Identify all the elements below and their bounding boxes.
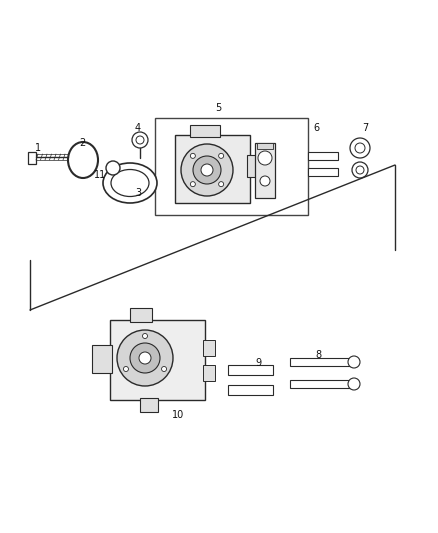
Text: 4: 4: [135, 123, 141, 133]
Bar: [228, 365, 273, 375]
Text: 1: 1: [35, 143, 41, 153]
Bar: [308, 168, 338, 176]
Bar: [140, 398, 158, 412]
Circle shape: [219, 182, 224, 187]
Bar: [190, 125, 220, 137]
Bar: [290, 380, 350, 388]
Bar: [203, 340, 215, 356]
Circle shape: [106, 161, 120, 175]
Bar: [130, 308, 152, 322]
Bar: [257, 143, 273, 149]
Text: 7: 7: [362, 123, 368, 133]
Circle shape: [181, 144, 233, 196]
Circle shape: [355, 143, 365, 153]
Circle shape: [162, 367, 166, 372]
Bar: [175, 135, 250, 203]
Circle shape: [117, 330, 173, 386]
Text: 2: 2: [79, 138, 85, 148]
Bar: [308, 152, 338, 160]
Bar: [255, 143, 275, 198]
Circle shape: [191, 182, 195, 187]
Bar: [28, 152, 36, 164]
Circle shape: [350, 138, 370, 158]
Circle shape: [356, 166, 364, 174]
Bar: [155, 118, 308, 215]
Circle shape: [191, 154, 195, 158]
Circle shape: [260, 176, 270, 186]
Circle shape: [219, 154, 224, 158]
Circle shape: [352, 162, 368, 178]
Circle shape: [124, 367, 128, 372]
Bar: [203, 365, 215, 381]
Text: 9: 9: [255, 358, 261, 368]
Circle shape: [139, 352, 151, 364]
Circle shape: [258, 151, 272, 165]
Circle shape: [132, 132, 148, 148]
Bar: [92, 345, 112, 373]
Bar: [228, 385, 273, 395]
Circle shape: [201, 164, 213, 176]
Circle shape: [348, 356, 360, 368]
Circle shape: [136, 136, 144, 144]
Text: 3: 3: [135, 188, 141, 198]
Text: 5: 5: [215, 103, 221, 113]
Ellipse shape: [111, 169, 149, 197]
Text: 8: 8: [315, 350, 321, 360]
Text: 6: 6: [313, 123, 319, 133]
Bar: [290, 358, 350, 366]
Bar: [247, 155, 261, 177]
Circle shape: [142, 334, 148, 338]
Text: 10: 10: [172, 410, 184, 420]
Circle shape: [193, 156, 221, 184]
Circle shape: [130, 343, 160, 373]
Ellipse shape: [103, 163, 157, 203]
Text: 11: 11: [94, 170, 106, 180]
Bar: [110, 320, 205, 400]
Circle shape: [348, 378, 360, 390]
Ellipse shape: [68, 142, 98, 178]
